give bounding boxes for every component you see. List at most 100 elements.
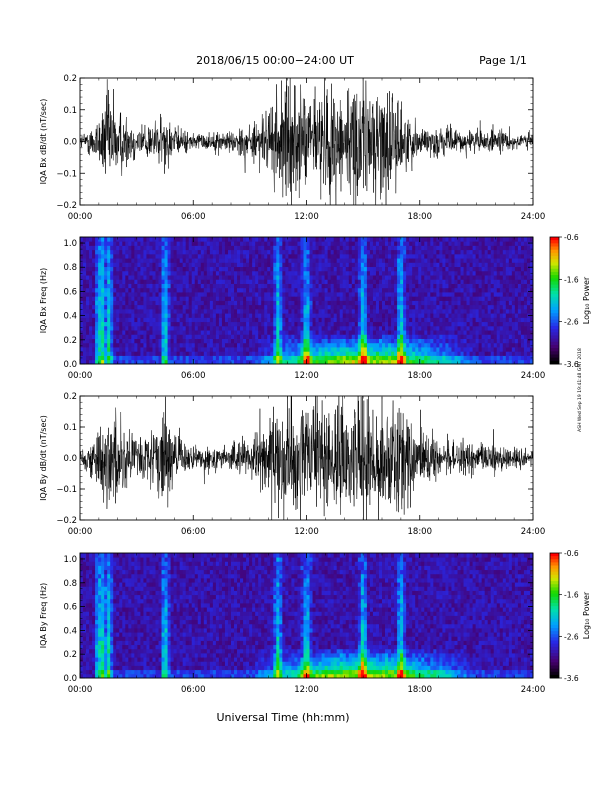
spectrogram-cell (203, 317, 208, 323)
spectrogram-cell (336, 245, 341, 251)
spectrogram-cell (357, 313, 362, 318)
spectrogram-cell (152, 355, 156, 361)
spectrogram-cell (421, 262, 425, 268)
spectrogram-cell (412, 338, 416, 344)
spectrogram-cell (445, 347, 449, 352)
spectrogram-cell (83, 573, 87, 579)
spectrogram-cell (385, 321, 389, 327)
spectrogram-cell (409, 270, 413, 276)
spectrogram-cell (297, 347, 301, 352)
spectrogram-cell (472, 342, 477, 348)
spectrogram-cell (282, 351, 286, 356)
spectrogram-cell (430, 253, 434, 259)
spectrogram-cell (400, 330, 404, 335)
colorbar-swatch (550, 357, 559, 362)
spectrogram-cell (149, 351, 153, 356)
spectrogram-cell (252, 304, 256, 310)
spectrogram-cell (113, 241, 117, 246)
spectrogram-cell (152, 241, 156, 246)
spectrogram-cell (330, 237, 335, 242)
spectrogram-cell (520, 313, 525, 318)
spectrogram-cell (83, 582, 87, 587)
spectrogram-cell (191, 325, 196, 331)
spectrogram-cell (282, 237, 286, 242)
spectrogram-cell (83, 653, 87, 658)
spectrogram-cell (167, 262, 171, 268)
spectrogram (80, 553, 534, 679)
spectrogram-cell (212, 325, 217, 331)
spectrogram-cell (264, 304, 268, 310)
spectrogram-cell (333, 359, 338, 365)
spectrogram-cell (140, 351, 144, 356)
spectrogram-cell (345, 249, 350, 255)
spectrogram-cell (333, 338, 338, 344)
spectrogram-cell (92, 275, 96, 280)
spectrogram-cell (83, 292, 87, 297)
spectrogram-cell (499, 258, 504, 263)
spectrogram-cell (155, 237, 159, 242)
spectrogram-cell (140, 237, 144, 242)
spectrogram-cell (306, 359, 310, 365)
spectrogram-cell (454, 338, 458, 344)
spectrogram-cell (496, 237, 501, 242)
spectrogram-cell (185, 292, 190, 297)
spectrogram-cell (149, 296, 153, 301)
spectrogram-cell (116, 347, 120, 352)
spectrogram-cell (246, 258, 250, 263)
spectrogram-cell (421, 338, 425, 344)
spectrogram-cell (496, 287, 501, 293)
spectrogram-cell (191, 253, 196, 259)
spectrogram-cell (279, 237, 283, 242)
spectrogram-cell (360, 325, 365, 331)
spectrogram-cell (469, 266, 473, 272)
spectrogram-cell (382, 359, 386, 365)
spectrogram-cell (86, 619, 90, 625)
spectrogram-cell (134, 287, 138, 293)
spectrogram-cell (273, 304, 277, 310)
spectrogram-cell (107, 355, 111, 361)
spectrogram-cell (424, 270, 428, 276)
spectrogram-cell (146, 258, 150, 263)
spectrogram-cell (306, 317, 310, 323)
spectrogram-cell (119, 334, 123, 339)
spectrogram-cell (173, 249, 178, 255)
spectrogram-cell (221, 245, 226, 251)
spectrogram-cell (107, 313, 111, 318)
spectrogram-cell (234, 283, 238, 289)
spectrogram-cell (336, 359, 341, 365)
spectrogram-cell (336, 283, 341, 289)
spectrogram-cell (191, 321, 196, 327)
spectrogram-cell (170, 296, 175, 301)
spectrogram-cell (433, 359, 437, 365)
spectrogram-cell (372, 308, 377, 314)
spectrogram-cell (511, 359, 516, 365)
spectrogram-cell (173, 355, 178, 361)
spectrogram-cell (291, 347, 295, 352)
spectrogram-cell (212, 237, 217, 242)
spectrogram-cell (86, 359, 90, 365)
spectrogram-cell (282, 359, 286, 365)
spectrogram-cell (382, 304, 386, 310)
spectrogram-cell (173, 300, 178, 306)
spectrogram-cell (348, 249, 353, 255)
spectrogram-cell (237, 351, 241, 356)
spectrogram-cell (351, 283, 356, 289)
spectrogram-cell (493, 249, 498, 255)
colorbar-swatch (550, 360, 559, 365)
spectrogram-cell (363, 338, 368, 344)
spectrogram-cell (375, 317, 380, 323)
spectrogram-cell (517, 347, 522, 352)
spectrogram-cell (433, 317, 437, 323)
spectrogram-cell (385, 334, 389, 339)
spectrogram-cell (252, 292, 256, 297)
spectrogram-cell (116, 342, 120, 348)
spectrogram-cell (264, 241, 268, 246)
spectrogram-cell (523, 275, 528, 280)
spectrogram-cell (164, 245, 168, 251)
spectrogram-cell (451, 325, 455, 331)
spectrogram-cell (276, 287, 280, 293)
spectrogram-cell (200, 270, 205, 276)
spectrogram-cell (391, 266, 395, 272)
spectrogram-cell (291, 253, 295, 259)
colorbar-swatch (550, 290, 559, 295)
